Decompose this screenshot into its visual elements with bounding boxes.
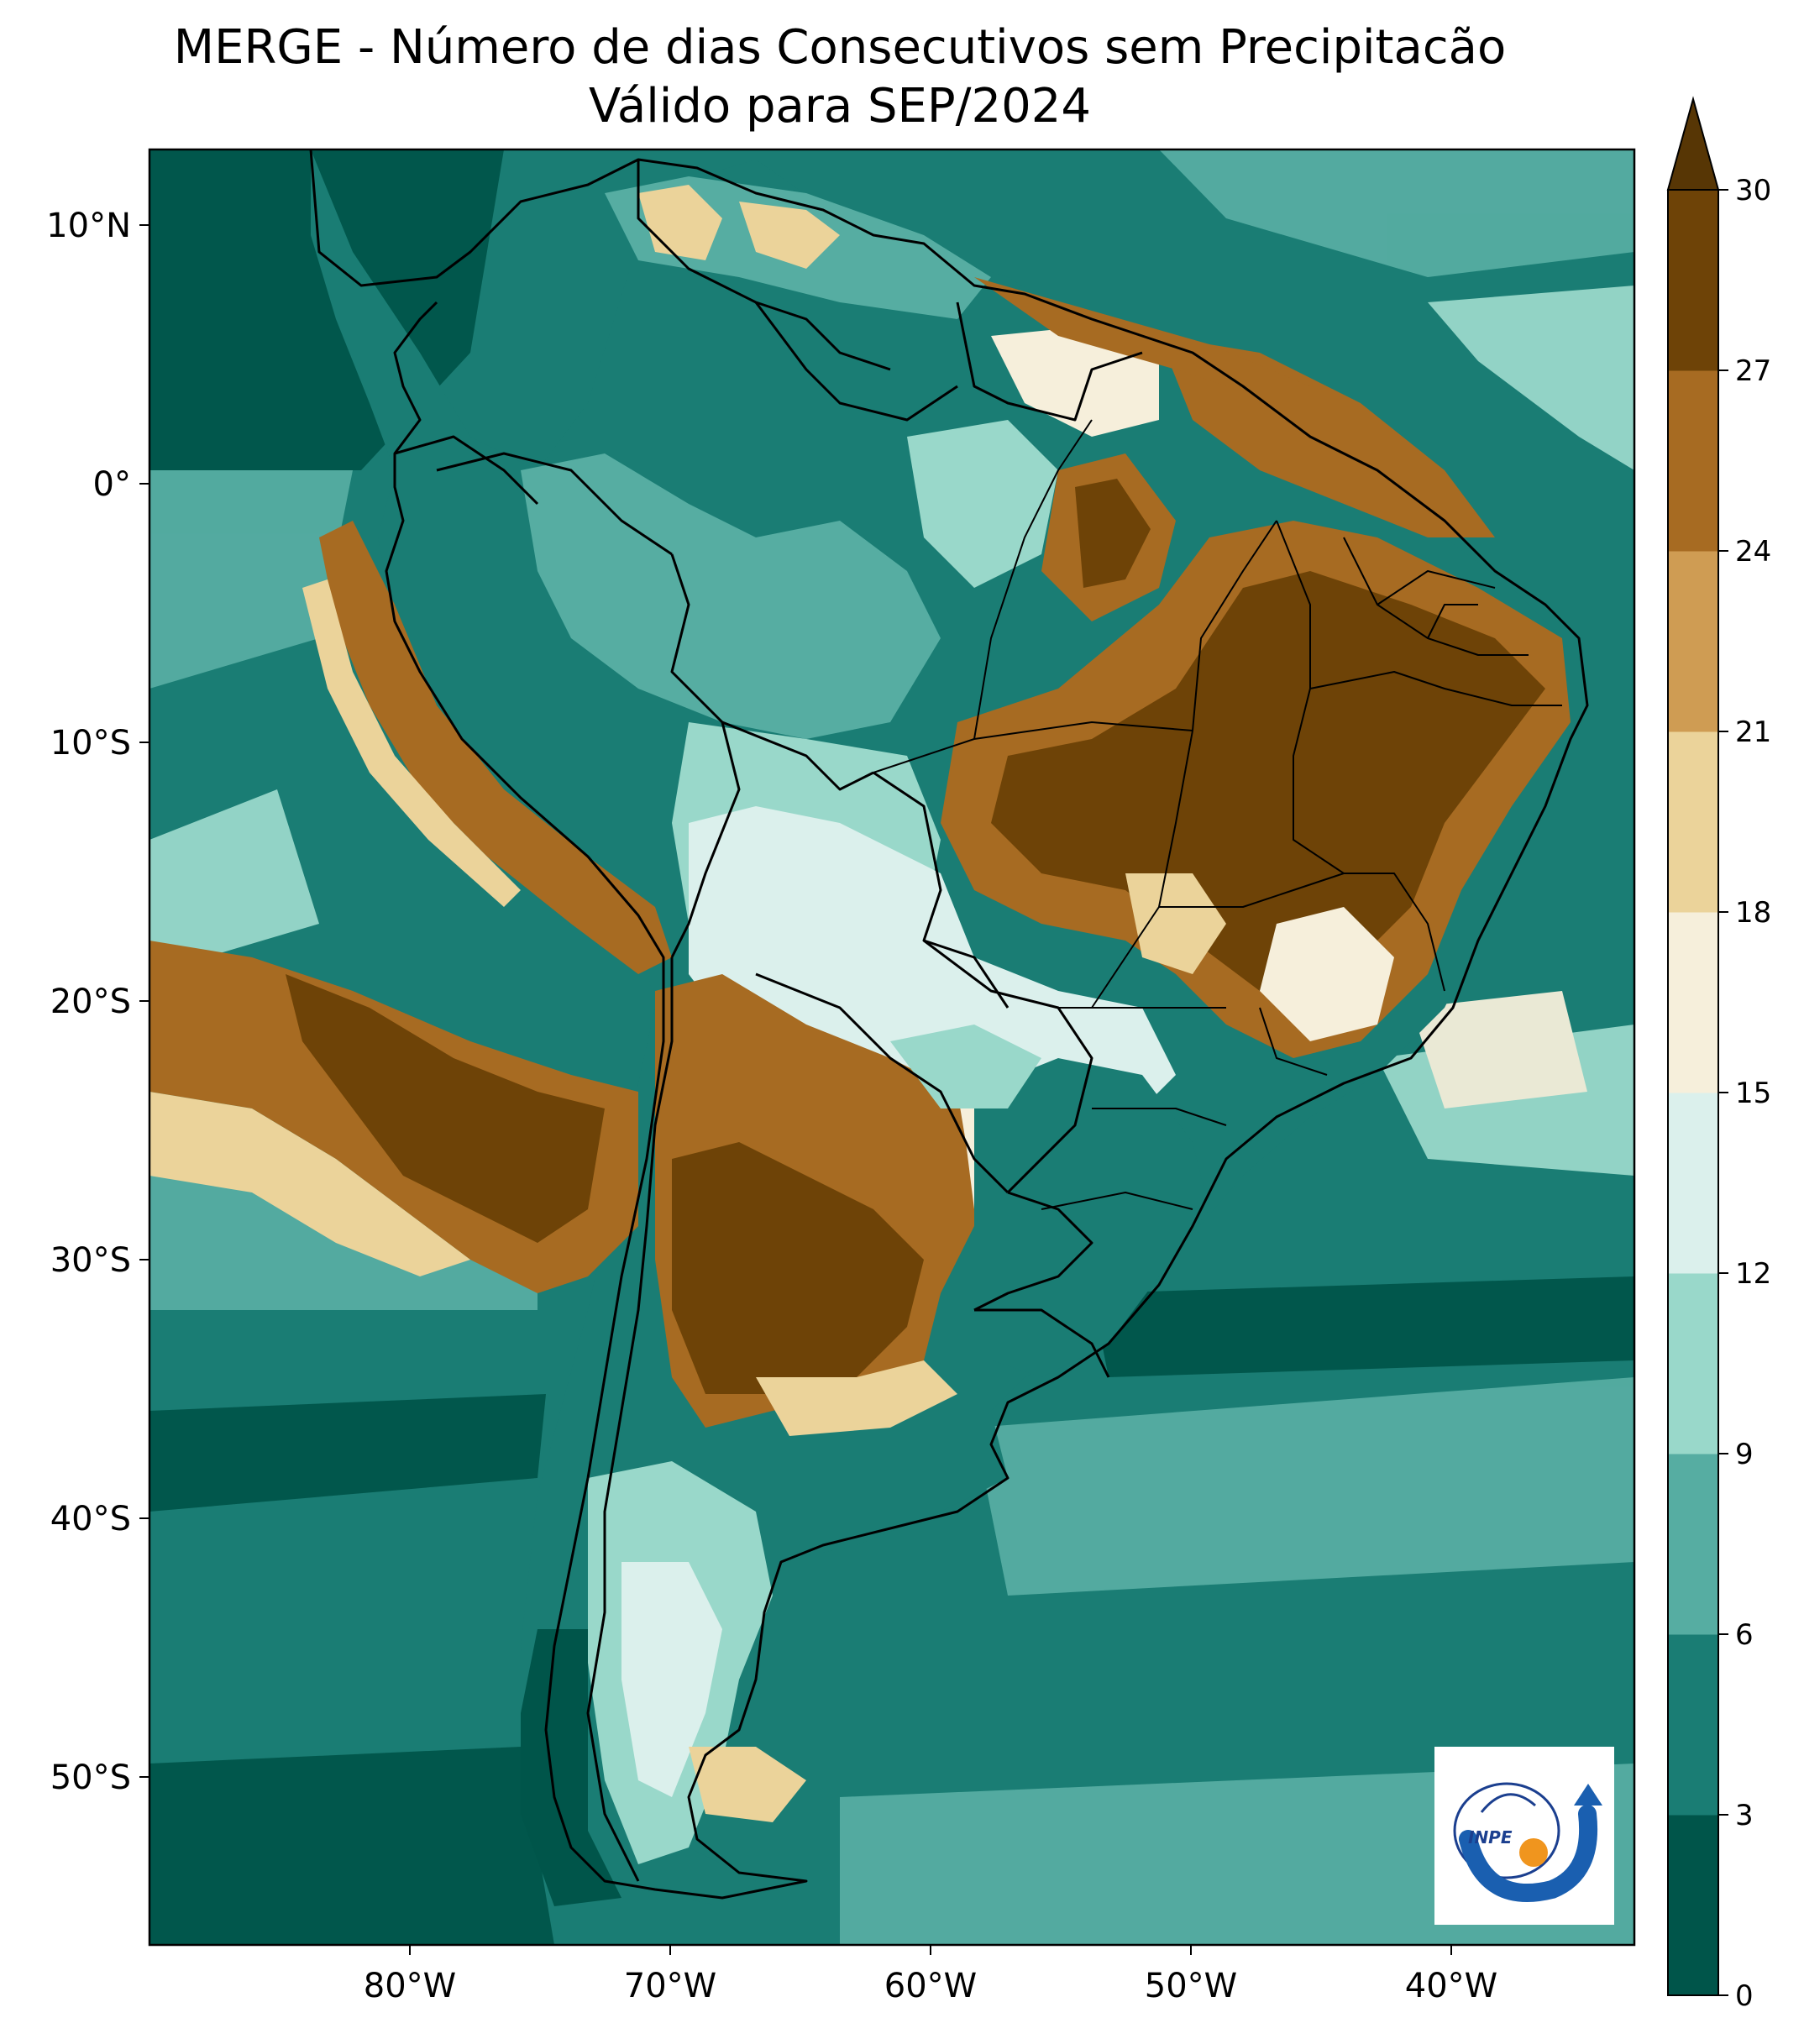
colorbar-tick-label: 15 [1735,1077,1771,1110]
lat-tick-label: 20°S [50,983,131,1021]
colorbar-tick-label: 30 [1735,174,1771,207]
north-venezuela-patch [739,202,840,269]
inpe-logo-icon [1453,1782,1602,1902]
north-coast-dry-stripe [974,277,1310,403]
brazil-pale-patch-2 [1125,873,1226,974]
south-brazil-green [974,1058,1209,1377]
lat-tick-label: 10°N [46,207,131,245]
colorbar-segment [1668,731,1718,913]
colorbar-ticks: 0 3 6 9 12 15 18 21 24 27 30 [1718,174,1771,2013]
pacific-plume-edge [149,1092,470,1276]
andes-dry-stripe [319,521,672,974]
state-borders [873,419,1562,1210]
colorbar-extend-arrow [1666,96,1720,191]
colorbar-tick-label: 0 [1735,1979,1754,2013]
colorbar-segment [1668,912,1718,1093]
north-amazon-pale [907,420,1058,588]
map-title-line2: Válido para SEP/2024 [588,79,1092,134]
border-ecuador [394,435,539,506]
map-frame [148,148,1636,1947]
colorbar-segment [1668,1815,1718,1996]
colorbar-segment [1668,551,1718,732]
border-colombia-peru [436,452,673,556]
country-borders [309,149,1589,1900]
colorbar-segment [1668,1273,1718,1454]
colorbar-segment [1668,1093,1718,1274]
paraguay-pale [890,1025,1041,1108]
colorbar-tick-label: 21 [1735,715,1771,749]
colorbar: 0 3 6 9 12 15 18 21 24 27 30 [1666,96,1771,2013]
colorbar-tick-label: 9 [1735,1438,1754,1471]
border-guianas [956,301,1143,422]
lat-tick-label: 30°S [50,1241,131,1280]
colorbar-tick-label: 3 [1735,1799,1754,1832]
map-panel [149,149,1634,1945]
lat-axis: 10°N 0° 10°S 20°S 30°S 40°S 50°S [46,207,149,1797]
lat-tick-label: 10°S [50,724,131,763]
border-argentina-paraguay [755,972,1010,1194]
patagonia-pale [621,1562,722,1797]
border-chile-argentina [586,957,674,1882]
colorbar-tick-label: 24 [1735,535,1771,569]
lon-tick-label: 50°W [1145,1967,1237,2005]
colorbar-segment [1668,370,1718,552]
colorbar-segment [1668,1634,1718,1816]
lon-tick-label: 60°W [884,1967,977,2005]
colorbar-tick-label: 6 [1735,1618,1754,1652]
lat-tick-label: 40°S [50,1500,131,1538]
border-uruguay [974,1308,1110,1378]
inpe-logo-text: INPE [1468,1827,1513,1847]
colorbar-segments [1668,190,1718,1996]
border-bolivia-brazil [873,771,1010,1009]
southern-chile-dark [521,1629,621,1906]
amazon-dry-core [1075,479,1151,588]
patagonia-dry-patch [689,1747,806,1822]
colorbar-tick-label: 18 [1735,896,1771,930]
argentina-dry-core [672,1142,924,1394]
northwest-dry-patch [638,185,722,260]
lat-tick-label: 50°S [50,1758,131,1797]
continent-coastline [309,149,1589,1900]
colorbar-tick-label: 27 [1735,354,1771,388]
guianas-pale [991,328,1159,437]
ocean-texture [149,149,1634,1945]
border-argentina-brazil [973,1191,1093,1312]
lon-axis: 80°W 70°W 60°W 50°W 40°W [364,1945,1497,2005]
lon-tick-label: 40°W [1405,1967,1497,2005]
lat-tick-label: 0° [93,465,131,504]
colorbar-segment [1668,190,1718,371]
border-peru-bolivia [670,721,741,958]
border-paraguay-brazil [923,939,1093,1194]
colorbar-tick-label: 12 [1735,1257,1771,1291]
colorbar-segment [1668,1454,1718,1635]
map-title-line1: MERGE - Número de dias Consecutivos sem … [173,20,1507,75]
inpe-logo: INPE [1434,1747,1614,1925]
brazil-pale-patch-1 [1260,907,1394,1041]
map-title: MERGE - Número de dias Consecutivos sem … [0,18,1680,136]
pacific-plume-core [286,974,605,1243]
lon-tick-label: 70°W [624,1967,716,2005]
andes-outer-band [302,579,521,907]
lon-tick-label: 80°W [364,1967,456,2005]
border-venezuela-brazil [754,301,958,422]
argentina-edge-band [756,1360,957,1436]
